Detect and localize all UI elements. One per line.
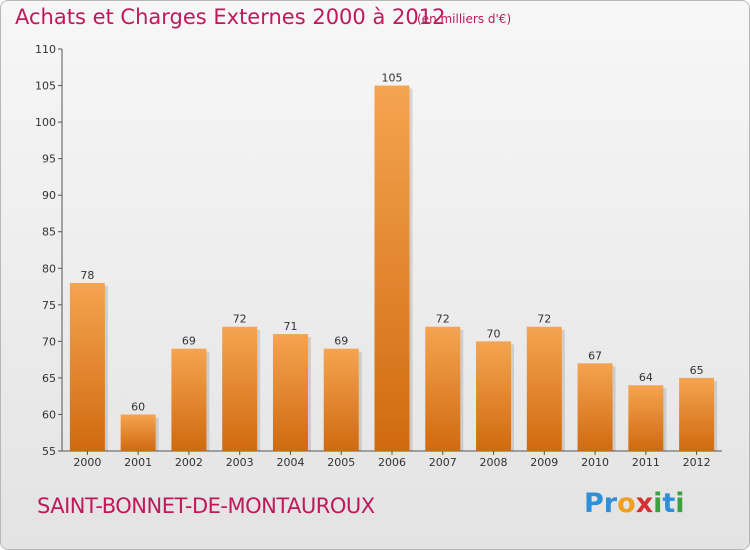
y-tick-label: 80 (42, 262, 56, 275)
bar (526, 326, 562, 451)
y-tick-label: 55 (42, 445, 56, 458)
data-label: 72 (537, 313, 551, 326)
y-tick-label: 70 (42, 335, 56, 348)
bar (577, 363, 613, 451)
data-label: 72 (436, 313, 450, 326)
bar (272, 334, 308, 451)
data-label: 70 (487, 327, 501, 340)
x-tick-label: 2004 (276, 456, 304, 469)
y-tick-label: 75 (42, 299, 56, 312)
bar (120, 414, 156, 451)
x-tick-label: 2001 (124, 456, 152, 469)
y-tick-label: 95 (42, 153, 56, 166)
data-label: 71 (283, 320, 297, 333)
logo-letter: x (635, 488, 654, 519)
proxiti-logo: Proxiti (584, 488, 685, 519)
logo-letter: i (653, 488, 663, 519)
x-tick-label: 2007 (429, 456, 457, 469)
x-tick-label: 2003 (226, 456, 254, 469)
logo-letter: r (603, 488, 618, 519)
data-label: 72 (233, 313, 247, 326)
logo-letter: o (617, 488, 636, 519)
data-label: 105 (382, 72, 403, 85)
x-tick-label: 2002 (175, 456, 203, 469)
data-label: 65 (690, 364, 704, 377)
data-label: 60 (131, 400, 145, 413)
data-label: 67 (588, 349, 602, 362)
y-tick-label: 90 (42, 189, 56, 202)
x-tick-label: 2008 (480, 456, 508, 469)
x-tick-label: 2006 (378, 456, 406, 469)
bar (628, 385, 664, 451)
chart-title: Achats et Charges Externes 2000 à 2012 (15, 5, 446, 29)
x-tick-label: 2005 (327, 456, 355, 469)
data-label: 69 (334, 335, 348, 348)
bar (425, 326, 461, 451)
bar (374, 85, 410, 451)
x-tick-label: 2009 (530, 456, 558, 469)
y-tick-label: 85 (42, 226, 56, 239)
bar (171, 348, 207, 451)
y-tick-label: 105 (35, 80, 56, 93)
y-tick-label: 65 (42, 372, 56, 385)
bar (679, 377, 715, 451)
x-tick-label: 2012 (683, 456, 711, 469)
logo-letter: i (675, 488, 685, 519)
y-tick-label: 60 (42, 408, 56, 421)
data-label: 69 (182, 335, 196, 348)
logo-letter: t (662, 488, 676, 519)
data-label: 64 (639, 371, 653, 384)
chart-subtitle: (en milliers d'€) (417, 12, 512, 26)
x-tick-label: 2011 (632, 456, 660, 469)
bar (323, 348, 359, 451)
x-tick-label: 2000 (73, 456, 101, 469)
data-label: 78 (80, 269, 94, 282)
bar (476, 341, 512, 451)
y-tick-label: 100 (35, 116, 56, 129)
logo-letter: P (584, 488, 604, 519)
x-tick-label: 2010 (581, 456, 609, 469)
bar (69, 282, 105, 451)
y-tick-label: 110 (35, 43, 56, 56)
commune-name: SAINT-BONNET-DE-MONTAUROUX (37, 494, 375, 518)
bar (222, 326, 258, 451)
